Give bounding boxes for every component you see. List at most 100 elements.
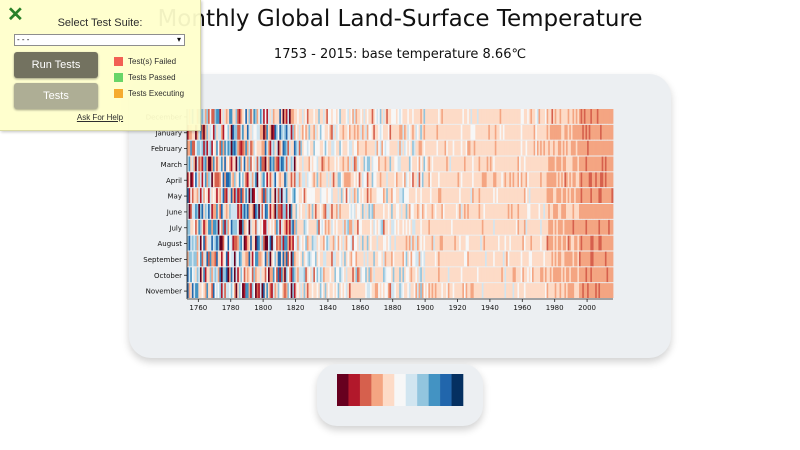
heatmap-cell[interactable]	[441, 140, 444, 156]
heatmap-cell[interactable]	[255, 219, 258, 235]
heatmap-cell[interactable]	[339, 188, 342, 203]
heatmap-cell[interactable]	[509, 156, 512, 172]
heatmap-cell[interactable]	[360, 172, 363, 188]
heatmap-cell[interactable]	[308, 251, 311, 267]
heatmap-cell[interactable]	[212, 156, 215, 172]
heatmap-cell[interactable]	[433, 188, 436, 203]
heatmap-cell[interactable]	[548, 204, 551, 219]
heatmap-cell[interactable]	[452, 283, 455, 298]
heatmap-cell[interactable]	[221, 251, 224, 267]
heatmap-cell[interactable]	[504, 188, 507, 203]
heatmap-cell[interactable]	[370, 283, 373, 298]
heatmap-cell[interactable]	[191, 267, 194, 283]
heatmap-cell[interactable]	[269, 251, 272, 267]
heatmap-cell[interactable]	[405, 188, 408, 203]
heatmap-cell[interactable]	[502, 204, 505, 219]
heatmap-cell[interactable]	[365, 109, 368, 124]
heatmap-cell[interactable]	[497, 283, 501, 298]
heatmap-cell[interactable]	[221, 204, 224, 219]
heatmap-cell[interactable]	[222, 109, 225, 124]
heatmap-cell[interactable]	[395, 109, 398, 124]
heatmap-cell[interactable]	[585, 124, 588, 140]
heatmap-cell[interactable]	[600, 188, 603, 203]
heatmap-cell[interactable]	[480, 219, 483, 235]
heatmap-cell[interactable]	[556, 172, 559, 188]
heatmap-cell[interactable]	[217, 188, 220, 203]
heatmap-cell[interactable]	[441, 188, 444, 203]
heatmap-cell[interactable]	[520, 109, 523, 124]
heatmap-cell[interactable]	[232, 204, 235, 219]
heatmap-cell[interactable]	[293, 124, 296, 140]
heatmap-cell[interactable]	[541, 219, 544, 235]
heatmap-cell[interactable]	[387, 124, 390, 140]
heatmap-cell[interactable]	[569, 109, 572, 124]
heatmap-cell[interactable]	[585, 204, 588, 219]
heatmap-cell[interactable]	[246, 204, 249, 219]
heatmap-cell[interactable]	[562, 109, 565, 124]
heatmap-cell[interactable]	[449, 204, 452, 219]
heatmap-cell[interactable]	[415, 283, 418, 298]
heatmap-cell[interactable]	[329, 204, 332, 219]
heatmap-cell[interactable]	[352, 109, 355, 124]
heatmap-cell[interactable]	[462, 235, 465, 251]
heatmap-cell[interactable]	[306, 109, 309, 124]
heatmap-cell[interactable]	[374, 235, 377, 251]
heatmap-cell[interactable]	[225, 188, 228, 203]
heatmap-cell[interactable]	[212, 251, 215, 267]
heatmap-cell[interactable]	[308, 204, 311, 219]
heatmap-cell[interactable]	[395, 283, 398, 298]
heatmap-cell[interactable]	[425, 283, 428, 298]
heatmap-cell[interactable]	[543, 140, 546, 156]
heatmap-cell[interactable]	[334, 124, 337, 140]
heatmap-cell[interactable]	[214, 251, 217, 267]
heatmap-cell[interactable]	[436, 172, 439, 188]
heatmap-cell[interactable]	[237, 235, 240, 251]
heatmap-cell[interactable]	[488, 235, 491, 251]
heatmap-cell[interactable]	[452, 267, 455, 283]
heatmap-cell[interactable]	[540, 267, 543, 283]
heatmap-cell[interactable]	[233, 204, 236, 219]
heatmap-cell[interactable]	[421, 109, 424, 124]
heatmap-cell[interactable]	[611, 267, 614, 283]
heatmap-cell[interactable]	[567, 156, 570, 172]
heatmap-cell[interactable]	[368, 172, 371, 188]
heatmap-cell[interactable]	[217, 219, 220, 235]
heatmap-cell[interactable]	[389, 109, 392, 124]
heatmap-cell[interactable]	[290, 140, 293, 156]
heatmap-cell[interactable]	[395, 267, 398, 283]
heatmap-cell[interactable]	[506, 251, 509, 267]
heatmap-cell[interactable]	[528, 140, 531, 156]
heatmap-cell[interactable]	[499, 251, 502, 267]
heatmap-cell[interactable]	[201, 267, 204, 283]
heatmap-cell[interactable]	[556, 235, 559, 251]
heatmap-cell[interactable]	[457, 156, 460, 172]
heatmap-cell[interactable]	[567, 251, 570, 267]
heatmap-cell[interactable]	[540, 219, 543, 235]
heatmap-cell[interactable]	[272, 172, 275, 188]
heatmap-cell[interactable]	[457, 219, 460, 235]
heatmap-cell[interactable]	[603, 156, 606, 172]
heatmap-cell[interactable]	[225, 235, 228, 251]
heatmap-cell[interactable]	[323, 283, 326, 298]
heatmap-cell[interactable]	[407, 251, 410, 267]
heatmap-cell[interactable]	[370, 124, 373, 140]
heatmap-cell[interactable]	[292, 267, 295, 283]
heatmap-cell[interactable]	[608, 219, 611, 235]
heatmap-cell[interactable]	[193, 204, 196, 219]
heatmap-cell[interactable]	[577, 172, 580, 188]
heatmap-cell[interactable]	[225, 109, 228, 124]
heatmap-cell[interactable]	[329, 283, 332, 298]
heatmap-cell[interactable]	[553, 204, 556, 219]
heatmap-cell[interactable]	[232, 124, 235, 140]
heatmap-cell[interactable]	[541, 140, 544, 156]
heatmap-cell[interactable]	[569, 235, 572, 251]
heatmap-cell[interactable]	[284, 235, 287, 251]
heatmap-cell[interactable]	[246, 188, 249, 203]
heatmap-cell[interactable]	[284, 124, 287, 140]
heatmap-cell[interactable]	[462, 267, 465, 283]
heatmap-cell[interactable]	[520, 124, 523, 140]
heatmap-cell[interactable]	[303, 283, 306, 298]
heatmap-cell[interactable]	[246, 283, 249, 298]
heatmap-cell[interactable]	[538, 172, 541, 188]
heatmap-cell[interactable]	[502, 156, 505, 172]
